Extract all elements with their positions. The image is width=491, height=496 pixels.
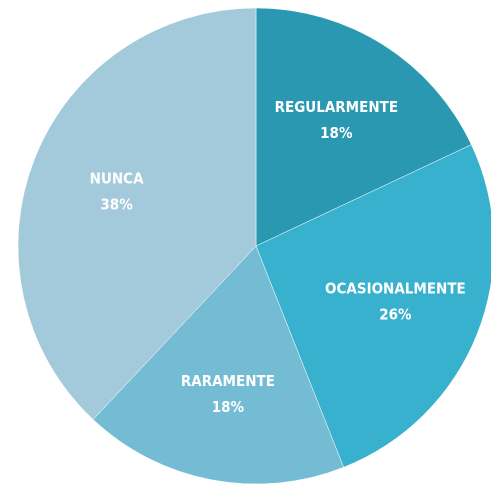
slice-label: NUNCA — [90, 169, 144, 187]
pie-slice — [92, 245, 344, 485]
pie-slice — [255, 144, 491, 468]
slice-label: RARAMENTE — [181, 372, 275, 390]
slice-value: 38% — [100, 195, 133, 213]
slice-value: 18% — [212, 398, 245, 416]
slice-value: 26% — [379, 306, 412, 324]
slice-label: REGULARMENTE — [275, 98, 398, 116]
pie-slice — [17, 7, 257, 420]
pie-slice — [255, 7, 472, 247]
slice-value: 18% — [320, 124, 353, 142]
slice-label: OCASIONALMENTE — [325, 280, 466, 298]
